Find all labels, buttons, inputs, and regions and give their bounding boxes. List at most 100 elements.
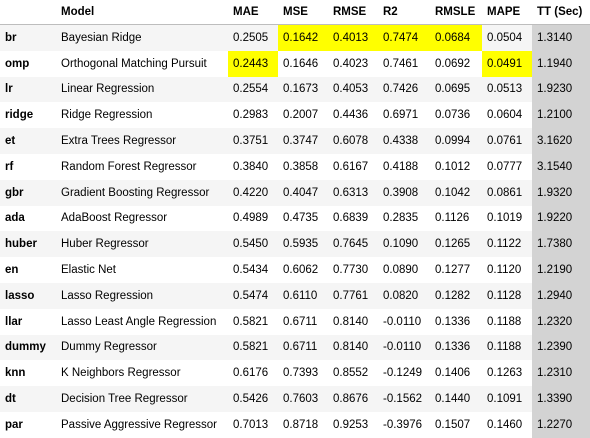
cell-mape: 0.1019: [482, 205, 532, 232]
cell-rmsle: 0.1277: [430, 257, 482, 283]
cell-mae: 0.4989: [228, 205, 278, 232]
cell-mae: 0.3751: [228, 128, 278, 154]
cell-mse: 0.6711: [278, 308, 328, 335]
cell-tt: 1.9320: [532, 179, 590, 206]
table-row: en Elastic Net 0.5434 0.6062 0.7730 0.0890 0.1…: [0, 257, 590, 283]
model-name: Lasso Least Angle Regression: [56, 308, 228, 335]
model-name: Ridge Regression: [56, 102, 228, 129]
table-row: llar Lasso Least Angle Regression 0.5821 0.…: [0, 308, 590, 335]
table-body: br Bayesian Ridge 0.2505 0.1642 0.4013 0.7474…: [0, 24, 590, 438]
cell-mse: 0.4735: [278, 205, 328, 232]
model-name: Dummy Regressor: [56, 334, 228, 361]
table-row: gbr Gradient Boosting Regressor 0.4220 0.40…: [0, 179, 590, 206]
cell-mae: 0.5426: [228, 386, 278, 412]
row-index: et: [0, 128, 56, 154]
model-name: Bayesian Ridge: [56, 24, 228, 51]
header-tt: TT (Sec): [532, 0, 590, 25]
table-row: huber Huber Regressor 0.5450 0.5935 0.7645 0.…: [0, 231, 590, 258]
cell-mse: 0.7603: [278, 386, 328, 412]
row-index: lr: [0, 76, 56, 103]
cell-mse: 0.2007: [278, 102, 328, 129]
cell-mape: 0.0604: [482, 102, 532, 129]
header-rmsle: RMSLE: [430, 0, 482, 25]
cell-mse: 0.6062: [278, 257, 328, 283]
cell-tt: 3.1620: [532, 128, 590, 154]
cell-r2: 0.0890: [378, 257, 430, 283]
cell-tt: 1.3140: [532, 24, 590, 51]
model-name: Decision Tree Regressor: [56, 386, 228, 412]
cell-rmsle: 0.1042: [430, 179, 482, 206]
cell-rmsle: 0.0684: [430, 24, 482, 51]
row-index: par: [0, 411, 56, 438]
cell-rmsle: 0.1336: [430, 308, 482, 335]
cell-rmse: 0.8140: [328, 308, 378, 335]
cell-mae: 0.5450: [228, 231, 278, 258]
cell-r2: 0.3908: [378, 179, 430, 206]
cell-rmse: 0.9253: [328, 411, 378, 438]
cell-rmse: 0.7761: [328, 282, 378, 309]
cell-mae: 0.5821: [228, 334, 278, 361]
cell-rmse: 0.6167: [328, 153, 378, 180]
cell-rmse: 0.6313: [328, 179, 378, 206]
cell-mse: 0.3747: [278, 128, 328, 154]
row-index: lasso: [0, 282, 56, 309]
cell-rmse: 0.6078: [328, 128, 378, 154]
cell-rmsle: 0.1440: [430, 386, 482, 412]
cell-r2: 0.4338: [378, 128, 430, 154]
cell-r2: 0.7461: [378, 50, 430, 77]
row-index: dt: [0, 386, 56, 412]
cell-mape: 0.0861: [482, 179, 532, 206]
cell-rmse: 0.4436: [328, 102, 378, 129]
header-model: Model: [56, 0, 228, 25]
cell-tt: 3.1540: [532, 153, 590, 180]
header-mape: MAPE: [482, 0, 532, 25]
cell-mae: 0.5474: [228, 282, 278, 309]
cell-mse: 0.1673: [278, 76, 328, 103]
cell-mae: 0.2505: [228, 24, 278, 51]
cell-mse: 0.8718: [278, 411, 328, 438]
cell-tt: 1.7380: [532, 231, 590, 258]
cell-mae: 0.4220: [228, 179, 278, 206]
cell-tt: 1.9230: [532, 76, 590, 103]
cell-rmsle: 0.0692: [430, 50, 482, 77]
cell-mape: 0.1188: [482, 308, 532, 335]
table-row: omp Orthogonal Matching Pursuit 0.2443 0.16…: [0, 50, 590, 77]
cell-tt: 1.2390: [532, 334, 590, 361]
cell-r2: 0.7474: [378, 24, 430, 51]
header-row: Model MAE MSE RMSE R2 RMSLE MAPE TT (Sec…: [0, 0, 590, 25]
table-row: par Passive Aggressive Regressor 0.7013 0.8…: [0, 411, 590, 438]
cell-mse: 0.3858: [278, 153, 328, 180]
model-name: Passive Aggressive Regressor: [56, 411, 228, 438]
cell-mape: 0.1122: [482, 231, 532, 258]
cell-rmsle: 0.1282: [430, 282, 482, 309]
cell-r2: -0.0110: [378, 308, 430, 335]
header-mae: MAE: [228, 0, 278, 25]
model-name: Linear Regression: [56, 76, 228, 103]
cell-mae: 0.2443: [228, 50, 278, 77]
cell-mse: 0.5935: [278, 231, 328, 258]
row-index: llar: [0, 308, 56, 335]
cell-tt: 1.3390: [532, 386, 590, 412]
row-index: ridge: [0, 102, 56, 129]
header-mse: MSE: [278, 0, 328, 25]
cell-tt: 1.2100: [532, 102, 590, 129]
table-row: ada AdaBoost Regressor 0.4989 0.4735 0.6839 0…: [0, 205, 590, 232]
row-index: dummy: [0, 334, 56, 361]
cell-rmse: 0.8140: [328, 334, 378, 361]
cell-r2: 0.0820: [378, 282, 430, 309]
table-row: knn K Neighbors Regressor 0.6176 0.7393 0.85…: [0, 360, 590, 387]
cell-rmsle: 0.0736: [430, 102, 482, 129]
header-r2: R2: [378, 0, 430, 25]
row-index: rf: [0, 153, 56, 180]
row-index: br: [0, 24, 56, 51]
cell-mape: 0.1188: [482, 334, 532, 361]
cell-mse: 0.6110: [278, 282, 328, 309]
header-rmse: RMSE: [328, 0, 378, 25]
table-row: lr Linear Regression 0.2554 0.1673 0.4053 0.7…: [0, 76, 590, 103]
cell-r2: -0.1249: [378, 360, 430, 387]
cell-r2: -0.3976: [378, 411, 430, 438]
cell-rmse: 0.7645: [328, 231, 378, 258]
cell-tt: 1.2270: [532, 411, 590, 438]
model-name: Extra Trees Regressor: [56, 128, 228, 154]
